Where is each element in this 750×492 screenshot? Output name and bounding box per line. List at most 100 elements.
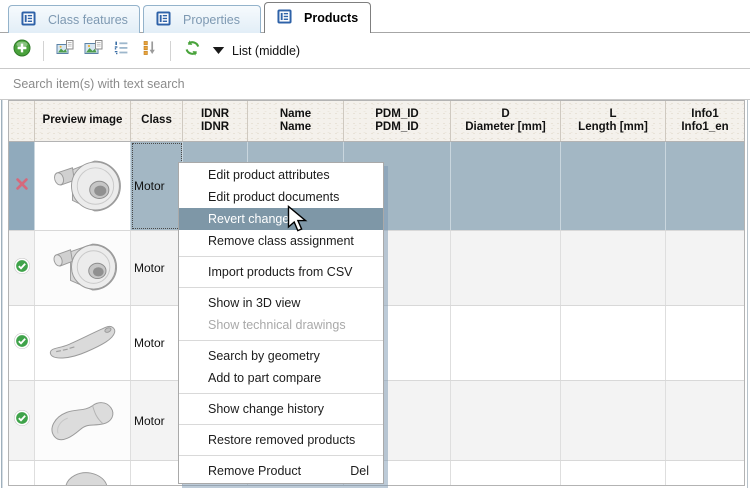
class-cell[interactable]: Motor bbox=[131, 381, 183, 460]
search-band bbox=[0, 69, 750, 100]
tab-bar: Class features Properties Products bbox=[8, 2, 371, 33]
diameter-cell[interactable] bbox=[451, 306, 561, 380]
product-preview-image bbox=[35, 381, 131, 460]
product-preview-image bbox=[35, 306, 131, 380]
menu-item-search-by-geometry[interactable]: Search by geometry bbox=[208, 349, 320, 363]
pdm-id-cell[interactable] bbox=[344, 461, 451, 485]
document-list-icon bbox=[21, 10, 36, 29]
sort-descending-button[interactable] bbox=[139, 41, 159, 61]
menu-item-remove-product[interactable]: Remove Product Del bbox=[179, 460, 383, 482]
row-status-cell bbox=[9, 142, 35, 230]
menu-separator bbox=[179, 424, 383, 425]
info1-cell[interactable] bbox=[666, 461, 744, 485]
tab-properties[interactable]: Properties bbox=[143, 5, 261, 33]
info1-cell[interactable] bbox=[666, 381, 744, 460]
removed-x-icon bbox=[15, 177, 29, 196]
panel-left-border-inner bbox=[2, 33, 3, 488]
length-cell[interactable] bbox=[561, 381, 666, 460]
column-header-name[interactable]: Name Name bbox=[248, 101, 344, 141]
image-export-large-icon bbox=[84, 39, 103, 62]
row-status-cell bbox=[9, 381, 35, 460]
pdm-id-cell[interactable] bbox=[344, 381, 451, 460]
length-cell[interactable] bbox=[561, 461, 666, 485]
check-icon bbox=[13, 257, 30, 279]
refresh-button[interactable] bbox=[182, 39, 202, 62]
length-cell[interactable] bbox=[561, 306, 666, 380]
diameter-cell[interactable] bbox=[451, 461, 561, 485]
export-image-large-button[interactable] bbox=[83, 39, 103, 62]
class-cell[interactable]: Motor bbox=[131, 142, 183, 230]
menu-shortcut: Del bbox=[350, 464, 369, 478]
column-header-preview-image[interactable]: Preview image bbox=[35, 101, 131, 141]
info1-cell[interactable] bbox=[666, 231, 744, 305]
product-preview-image bbox=[35, 461, 131, 485]
tab-label: Products bbox=[304, 11, 359, 25]
menu-item-import-products-from-csv[interactable]: Import products from CSV bbox=[208, 265, 353, 279]
add-icon bbox=[13, 39, 31, 62]
tab-products[interactable]: Products bbox=[264, 2, 371, 33]
diameter-cell[interactable] bbox=[451, 381, 561, 460]
pdm-id-cell[interactable] bbox=[344, 306, 451, 380]
pdm-id-cell[interactable] bbox=[344, 231, 451, 305]
class-cell[interactable] bbox=[131, 461, 183, 485]
toolbar-separator bbox=[43, 40, 44, 61]
mouse-cursor-icon bbox=[287, 205, 309, 240]
panel-right-border bbox=[747, 33, 748, 488]
menu-item-show-change-history[interactable]: Show change history bbox=[208, 402, 325, 416]
toolbar: List (middle) bbox=[0, 33, 750, 69]
row-status-cell bbox=[9, 231, 35, 305]
column-header-class[interactable]: Class bbox=[131, 101, 183, 141]
product-preview-image bbox=[35, 142, 131, 230]
length-cell[interactable] bbox=[561, 231, 666, 305]
menu-item-remove-class-assignment[interactable]: Remove class assignment bbox=[208, 234, 354, 248]
length-cell[interactable] bbox=[561, 142, 666, 230]
info1-cell[interactable] bbox=[666, 142, 744, 230]
check-icon bbox=[13, 332, 30, 354]
menu-separator bbox=[179, 287, 383, 288]
context-menu: Edit product attributes Edit product doc… bbox=[178, 162, 384, 484]
menu-item-edit-product-documents[interactable]: Edit product documents bbox=[208, 190, 340, 204]
numbered-list-icon bbox=[112, 39, 130, 62]
row-status-cell bbox=[9, 461, 35, 485]
sort-descending-icon bbox=[140, 39, 158, 62]
column-header-idnr[interactable]: IDNR IDNR bbox=[183, 101, 248, 141]
class-cell[interactable]: Motor bbox=[131, 231, 183, 305]
column-header-length[interactable]: L Length [mm] bbox=[561, 101, 666, 141]
image-export-icon bbox=[56, 39, 74, 62]
menu-item-add-to-part-compare[interactable]: Add to part compare bbox=[208, 371, 322, 385]
menu-item-show-technical-drawings: Show technical drawings bbox=[208, 318, 346, 332]
tab-class-features[interactable]: Class features bbox=[8, 5, 140, 33]
menu-item-revert-changes[interactable]: Revert changes bbox=[179, 208, 383, 230]
panel-left-border bbox=[1, 33, 2, 488]
column-header-info1[interactable]: Info1 Info1_en bbox=[681, 107, 729, 134]
search-input[interactable] bbox=[0, 69, 750, 99]
class-cell[interactable]: Motor bbox=[131, 306, 183, 380]
column-header-diameter[interactable]: D Diameter [mm] bbox=[451, 101, 561, 141]
tab-label: Properties bbox=[183, 12, 240, 27]
menu-item-edit-product-attributes[interactable]: Edit product attributes bbox=[208, 168, 330, 182]
menu-separator bbox=[179, 393, 383, 394]
menu-separator bbox=[179, 455, 383, 456]
export-image-small-button[interactable] bbox=[55, 39, 75, 62]
menu-separator bbox=[179, 256, 383, 257]
refresh-icon bbox=[183, 39, 202, 62]
view-mode-dropdown[interactable]: List (middle) bbox=[212, 44, 300, 58]
table-header: Preview image Class IDNR IDNR Name Name PD… bbox=[9, 101, 744, 142]
column-header-status[interactable] bbox=[9, 101, 35, 141]
add-product-button[interactable] bbox=[12, 39, 32, 62]
document-list-icon bbox=[277, 9, 292, 27]
product-preview-image bbox=[35, 231, 131, 305]
diameter-cell[interactable] bbox=[451, 142, 561, 230]
document-list-icon bbox=[156, 10, 171, 29]
diameter-cell[interactable] bbox=[451, 231, 561, 305]
column-header-pdm-id[interactable]: PDM_ID PDM_ID bbox=[344, 101, 451, 141]
pdm-id-cell[interactable] bbox=[344, 142, 451, 230]
view-mode-label: List (middle) bbox=[232, 43, 301, 58]
menu-item-restore-removed-products[interactable]: Restore removed products bbox=[208, 433, 356, 447]
numbered-list-button[interactable] bbox=[111, 41, 131, 61]
dropdown-arrow-icon bbox=[212, 44, 225, 58]
tabstrip-divider bbox=[0, 32, 750, 33]
menu-item-show-in-3d-view[interactable]: Show in 3D view bbox=[208, 296, 301, 310]
info1-cell[interactable] bbox=[666, 306, 744, 380]
